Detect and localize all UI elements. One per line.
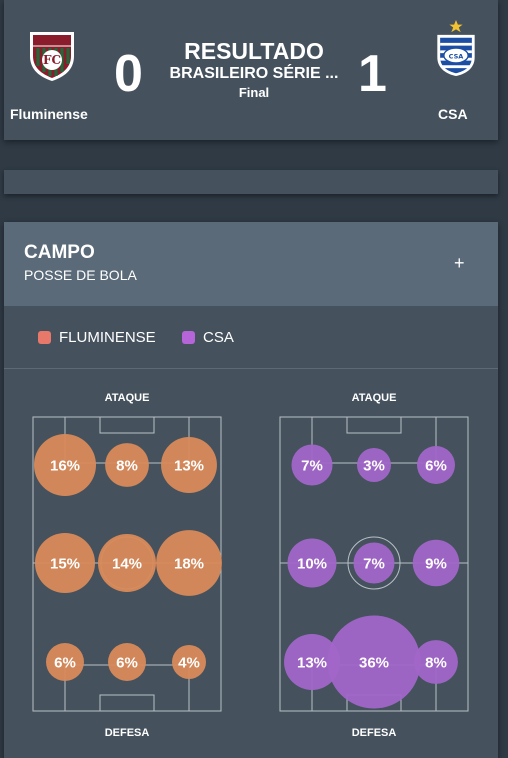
svg-text:CSA: CSA (449, 52, 465, 60)
expand-plus-icon[interactable]: + (454, 253, 465, 273)
fluminense-top-goal-box (99, 416, 155, 434)
campo-header[interactable]: CAMPO POSSE DE BOLA + (4, 222, 498, 306)
csa-zone-attack-center-bubble (357, 448, 391, 482)
legend-item-fluminense: FLUMINENSE (38, 328, 156, 346)
fluminense-zone-mid-right-bubble (156, 530, 222, 596)
svg-text:FC: FC (43, 53, 61, 67)
fluminense-zone-attack-center-label: 8% (116, 458, 138, 475)
csa-zone-attack-right-label: 6% (425, 458, 447, 475)
csa-zone-defense-left-bubble (284, 634, 340, 690)
csa-zone-attack-left-label: 7% (301, 458, 323, 475)
fluminense-zone-defense-left-label: 6% (54, 655, 76, 672)
csa-top-goal-box (346, 416, 402, 434)
result-title: RESULTADO (184, 38, 324, 64)
csa-zone-attack-left-bubble (291, 444, 333, 486)
csa-zone-defense-right-label: 8% (425, 655, 447, 672)
legend-swatch-fluminense (38, 330, 51, 344)
csa-zone-mid-right-label: 9% (425, 556, 447, 573)
match-status: Final (238, 85, 270, 100)
fluminense-crest-icon: FC (30, 32, 74, 81)
csa-zone-defense-center-label: 36% (359, 655, 389, 672)
fluminense-zone-mid-left-bubble (34, 532, 96, 594)
csa-attack-label: ATAQUE (352, 392, 397, 404)
fluminense-zone-attack-right-bubble (161, 437, 217, 493)
csa-zone-defense-right-bubble (414, 640, 458, 684)
csa-zone-defense-left-label: 13% (297, 655, 327, 672)
fluminense-bottom-goal-box (99, 694, 155, 712)
fluminense-defense-label: DEFESA (105, 727, 150, 739)
fluminense-zone-mid-center-bubble (98, 534, 156, 592)
legend-label-csa: CSA (203, 328, 234, 346)
fluminense-attack-label: ATAQUE (105, 392, 150, 404)
legend-divider (4, 368, 498, 369)
csa-crest-icon: CSA (437, 20, 475, 76)
fluminense-zone-attack-center-bubble (105, 443, 149, 487)
fluminense-zone-defense-left-bubble (46, 643, 84, 681)
legend-label-fluminense: FLUMINENSE (59, 328, 156, 346)
fluminense-zone-mid-center-label: 14% (112, 556, 142, 573)
csa-zone-defense-center-bubble (327, 615, 421, 709)
campo-title: CAMPO (24, 242, 95, 263)
csa-zone-attack-center-label: 3% (363, 458, 385, 475)
campo-subtitle: POSSE DE BOLA (24, 267, 137, 283)
csa-zone-mid-left-bubble (287, 538, 337, 588)
match-info: RESULTADO BRASILEIRO SÉRIE ... Final (154, 38, 354, 102)
legend-item-csa: CSA (182, 328, 234, 346)
away-team-name: CSA (438, 106, 468, 122)
possession-pitches: ATAQUE DEFESA 16% 8% 13% 15% 14% 18% 6% 6% 4% ATAQU… (32, 392, 469, 739)
fluminense-zone-defense-center-label: 6% (116, 655, 138, 672)
match-score-card: FC Fluminense 0 RESULTADO BRASILEIRO SÉR… (4, 0, 498, 140)
csa-zone-mid-center-label: 7% (363, 556, 385, 573)
fluminense-zone-mid-left-label: 15% (50, 556, 80, 573)
fluminense-zone-mid-right-label: 18% (174, 556, 204, 573)
fluminense-zone-defense-center-bubble (108, 643, 146, 681)
csa-zone-mid-center-bubble (353, 542, 395, 584)
fluminense-zone-defense-right-label: 4% (178, 655, 200, 672)
collapsed-section-strip[interactable] (4, 170, 498, 194)
away-score: 1 (358, 45, 387, 103)
fluminense-zone-defense-right-bubble (172, 645, 206, 679)
fluminense-zone-attack-left-bubble (34, 434, 96, 496)
csa-center-circle (347, 536, 401, 590)
home-score: 0 (114, 45, 143, 103)
csa-zone-mid-left-label: 10% (297, 556, 327, 573)
fluminense-zone-attack-right-label: 13% (174, 458, 204, 475)
fluminense-zone-attack-left-label: 16% (50, 458, 80, 475)
competition-name: BRASILEIRO SÉRIE ... (169, 65, 339, 82)
csa-zone-mid-right-bubble (412, 539, 460, 587)
legend-swatch-csa (182, 330, 195, 344)
campo-card: CAMPO POSSE DE BOLA + FLUMINENSE CSA ATA… (4, 222, 498, 758)
csa-defense-label: DEFESA (352, 727, 397, 739)
csa-zone-attack-right-bubble (417, 446, 455, 484)
home-team-name: Fluminense (10, 106, 88, 122)
